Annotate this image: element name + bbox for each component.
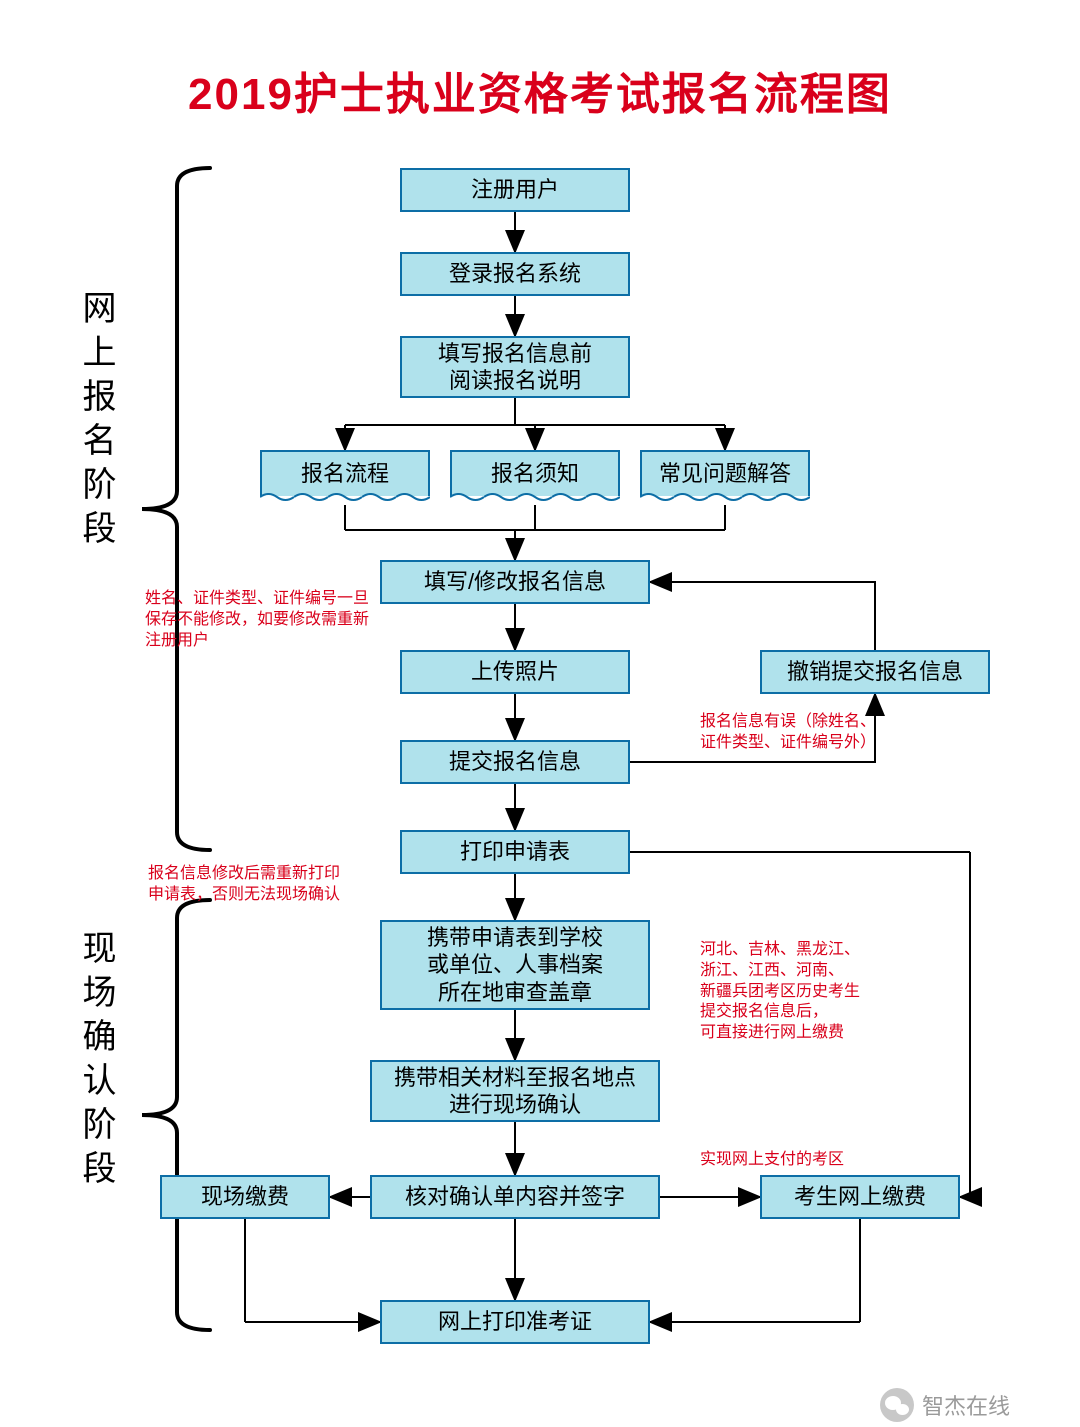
n-submit: 提交报名信息: [400, 740, 630, 784]
n-sign: 核对确认单内容并签字: [370, 1175, 660, 1219]
flowchart-canvas: 2019护士执业资格考试报名流程图 智杰在线 注册用户登录报名系统填写报名信息前…: [0, 0, 1080, 1427]
footer-text: 智杰在线: [922, 1389, 1010, 1421]
n-preread: 填写报名信息前 阅读报名说明: [400, 336, 630, 398]
wechat-icon: [880, 1388, 914, 1422]
n-upload: 上传照片: [400, 650, 630, 694]
n-pay-onsite: 现场缴费: [160, 1175, 330, 1219]
note-online-pay: 实现网上支付的考区: [700, 1150, 844, 1171]
note-regions: 河北、吉林、黑龙江、 浙江、江西、河南、 新疆兵团考区历史考生 提交报名信息后，…: [700, 940, 860, 1044]
note-error: 报名信息有误（除姓名、 证件类型、证件编号外）: [700, 712, 876, 754]
n-fill: 填写/修改报名信息: [380, 560, 650, 604]
n-print-app: 打印申请表: [400, 830, 630, 874]
n-login: 登录报名系统: [400, 252, 630, 296]
n-onsite: 携带相关材料至报名地点 进行现场确认: [370, 1060, 660, 1122]
bracket-1: [142, 168, 210, 850]
footer-attribution: 智杰在线: [880, 1388, 1010, 1422]
n-bring-sch: 携带申请表到学校 或单位、人事档案 所在地审查盖章: [380, 920, 650, 1010]
n-doc-notice: 报名须知: [450, 450, 620, 496]
note-reprint: 报名信息修改后需重新打印 申请表，否则无法现场确认: [148, 864, 340, 906]
stage-onsite: 现场确认阶段: [72, 930, 121, 1310]
page-title: 2019护士执业资格考试报名流程图: [0, 58, 1080, 122]
n-doc-flow: 报名流程: [260, 450, 430, 496]
bracket-2: [142, 900, 210, 1330]
n-doc-faq: 常见问题解答: [640, 450, 810, 496]
note-name-lock: 姓名、证件类型、证件编号一旦 保存不能修改，如要修改需重新 注册用户: [145, 589, 369, 651]
n-print-tick: 网上打印准考证: [380, 1300, 650, 1344]
n-revoke: 撤销提交报名信息: [760, 650, 990, 694]
n-register: 注册用户: [400, 168, 630, 212]
n-pay-online: 考生网上缴费: [760, 1175, 960, 1219]
stage-online: 网上报名阶段: [72, 290, 121, 700]
